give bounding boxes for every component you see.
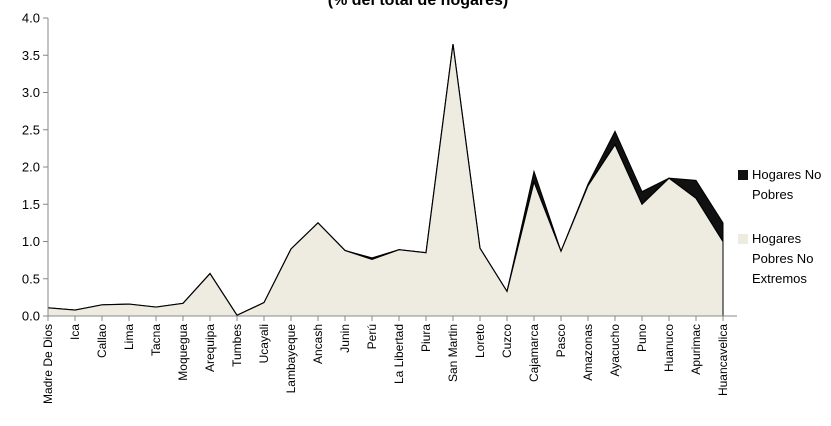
x-tick-label: Pasco <box>554 324 568 358</box>
y-axis: 0.0 0.5 1.0 1.5 2.0 2.5 3.0 3.5 4.0 <box>22 11 49 324</box>
legend-label-hogares-pobres-no-extremos: Extremos <box>752 271 807 286</box>
x-tick-label: San Martin <box>446 324 460 382</box>
legend-label-hogares-pobres-no-extremos: Hogares <box>752 231 802 246</box>
y-tick-label: 3.5 <box>22 48 40 63</box>
x-tick-label: Puno <box>635 324 649 352</box>
x-tick-label: Cajamarca <box>527 324 541 382</box>
legend-label-hogares-no-pobres: Pobres <box>752 187 794 202</box>
legend-swatch-hogares-pobres-no-extremos <box>738 234 748 244</box>
x-axis: Madre De Dios Ica Callao Lima Tacna Moquegua A… <box>41 315 737 404</box>
x-tick-label: La Libertad <box>392 324 406 384</box>
x-tick-label: Piura <box>419 324 433 352</box>
x-tick-label: Moquegua <box>176 324 190 381</box>
x-tick-label: Perú <box>365 324 379 349</box>
legend-label-hogares-no-pobres: Hogares No <box>752 167 821 182</box>
x-tick-label: Ayacucho <box>608 324 622 377</box>
plot-area <box>47 43 724 317</box>
chart-title: (% del total de hogares) <box>328 0 508 9</box>
x-tick-label: Junin <box>338 324 352 353</box>
y-tick-label: 4.0 <box>22 11 40 26</box>
x-tick-label: Arequipa <box>203 324 217 372</box>
series-area-hogares-pobres-no-extremos <box>48 44 723 316</box>
legend-label-hogares-pobres-no-extremos: Pobres No <box>752 251 813 266</box>
x-tick-label: Huancavelica <box>716 324 730 396</box>
x-tick-label: Madre De Dios <box>41 324 55 404</box>
x-tick-label: Apurimac <box>689 324 703 375</box>
x-tick-label: Tacna <box>149 324 163 356</box>
x-tick-label: Ica <box>68 324 82 340</box>
x-tick-label: Loreto <box>473 324 487 358</box>
legend-swatch-hogares-no-pobres <box>738 170 748 180</box>
x-tick-label: Lambayeque <box>284 324 298 394</box>
x-tick-label: Tumbes <box>230 324 244 367</box>
x-tick-label: Cuzco <box>500 324 514 358</box>
y-tick-label: 0.0 <box>22 309 40 324</box>
y-tick-label: 0.5 <box>22 271 40 286</box>
y-tick-label: 3.0 <box>22 85 40 100</box>
legend: Hogares No Pobres Hogares Pobres No Extremos <box>738 167 821 286</box>
y-tick-label: 2.0 <box>22 160 40 175</box>
y-tick-label: 2.5 <box>22 122 40 137</box>
y-tick-label: 1.0 <box>22 234 40 249</box>
x-tick-label: Ancash <box>311 324 325 364</box>
x-tick-label: Ucayali <box>257 324 271 363</box>
series-line-hogares-pobres-no-extremos <box>47 43 724 317</box>
x-tick-label: Lima <box>122 324 136 350</box>
x-tick-label: Callao <box>95 324 109 358</box>
x-tick-label: Amazonas <box>581 324 595 381</box>
y-tick-label: 1.5 <box>22 197 40 212</box>
x-tick-label: Huanuco <box>662 324 676 372</box>
